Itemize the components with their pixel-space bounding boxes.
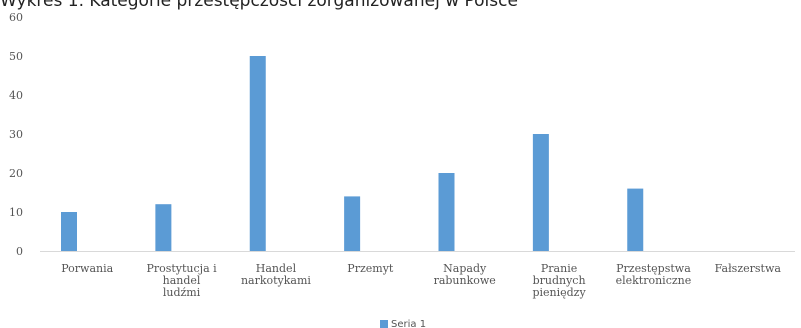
y-tick-label: 60 xyxy=(9,11,23,24)
category-label: Przestępstwa elektroniczne xyxy=(616,262,692,287)
legend-label: Seria 1 xyxy=(391,319,426,328)
category-label: Pranie brudnych pieniędzy xyxy=(532,262,586,299)
y-tick-label: 20 xyxy=(9,167,23,180)
y-axis: 0 10 20 30 40 50 60 xyxy=(9,11,23,258)
chart-title: Wykres 1. Kategorie przestępczości zorga… xyxy=(0,0,518,11)
y-tick-label: 10 xyxy=(9,206,23,219)
bar-3 xyxy=(249,56,266,251)
bar-5 xyxy=(438,173,455,251)
category-label: Fałszerstwa xyxy=(715,262,782,275)
category-label: Porwania xyxy=(61,262,113,275)
y-tick-label: 30 xyxy=(9,128,23,141)
bar-2 xyxy=(155,204,172,251)
x-axis: Porwania Prostytucja i handel ludźmi Handel n… xyxy=(40,251,795,299)
category-label: Handel narkotykami xyxy=(241,262,311,287)
y-tick-label: 40 xyxy=(9,89,23,102)
bar-1 xyxy=(61,212,77,251)
bar-7 xyxy=(627,188,644,251)
bar-4 xyxy=(344,196,361,251)
category-label: Przemyt xyxy=(347,262,394,275)
category-label: Napady rabunkowe xyxy=(434,262,496,287)
category-label: Prostytucja i handel ludźmi xyxy=(146,262,217,299)
legend: Seria 1 xyxy=(380,319,426,328)
bars xyxy=(61,56,644,251)
bar-6 xyxy=(532,134,549,251)
y-tick-label: 50 xyxy=(9,50,23,63)
legend-swatch xyxy=(380,320,388,328)
y-tick-label: 0 xyxy=(16,245,23,258)
